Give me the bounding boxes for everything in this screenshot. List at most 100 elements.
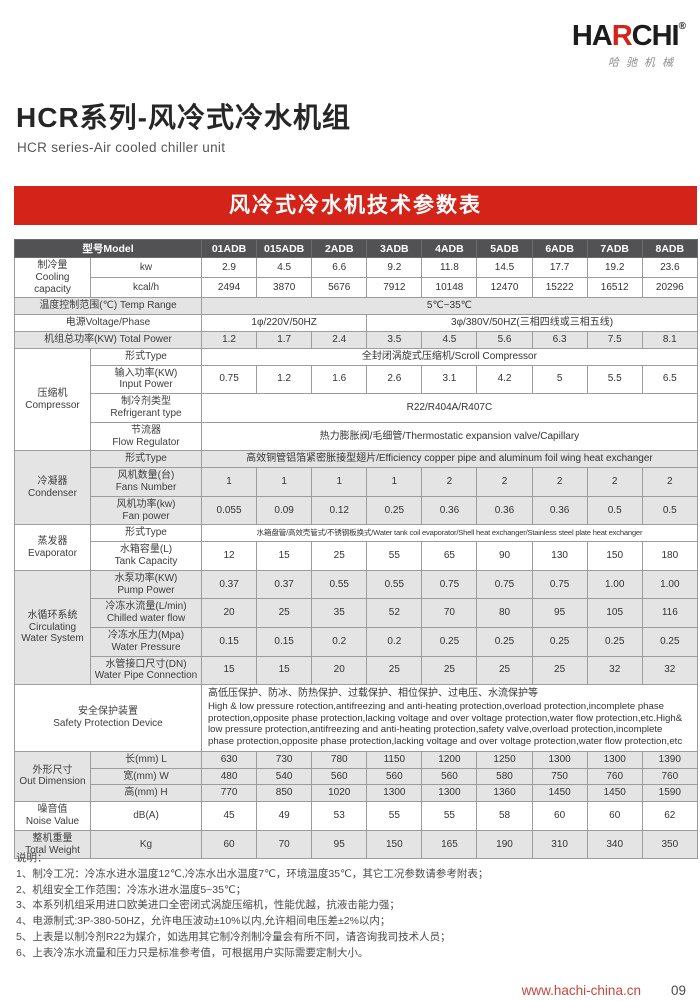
table-row: 温度控制范围(℃) Temp Range 5℃~35℃ bbox=[14, 297, 698, 316]
row-label: 温度控制范围(℃) Temp Range bbox=[14, 297, 202, 316]
row-label: 制冷量 Cooling capacity bbox=[14, 256, 91, 299]
value-cell: 49 bbox=[256, 801, 313, 831]
value-cell: 高效铜管铝箔紧密胀接型翅片/Efficiency copper pipe and… bbox=[201, 450, 698, 469]
value-cell: 1.6 bbox=[311, 364, 368, 395]
note-item: 2、机组安全工作范围：冷冻水进水温度5~35℃； bbox=[16, 883, 247, 896]
logo-text-post: CHI bbox=[631, 20, 680, 52]
row-sublabel: kcal/h bbox=[90, 277, 202, 299]
value-cell: 23.6 bbox=[641, 256, 698, 279]
model-column-header: 015ADB bbox=[256, 239, 313, 258]
value-cell: 0.25 bbox=[476, 626, 533, 657]
value-cell: 2 bbox=[586, 467, 643, 497]
value-cell: 70 bbox=[256, 829, 313, 860]
value-cell: 60 bbox=[200, 829, 258, 860]
value-cell: 1.2 bbox=[200, 330, 258, 349]
row-sublabel: 形式Type bbox=[90, 524, 202, 543]
table-row: 冷凝器 Condenser 形式Type 高效铜管铝箔紧密胀接型翅片/Efficien… bbox=[14, 450, 698, 526]
table-row: 节流器 Flow Regulator 热力膨胀阀/毛细管/Thermostatic … bbox=[15, 421, 698, 452]
value-cell: 25 bbox=[476, 655, 533, 686]
spec-table-body: 制冷量 Cooling capacity kw 2.9 4.5 6.6 9.2 11.8 14.… bbox=[14, 256, 698, 860]
row-sublabel: 制冷剂类型 Refrigerant type bbox=[90, 393, 202, 423]
model-column-header: 7ADB bbox=[586, 239, 643, 258]
value-cell: 760 bbox=[586, 767, 643, 786]
row-sublabel: 形式Type bbox=[90, 347, 202, 366]
value-cell: 1390 bbox=[641, 750, 698, 769]
model-header-label: 型号Model bbox=[14, 239, 202, 258]
row-sublabel: 节流器 Flow Regulator bbox=[90, 421, 202, 452]
value-cell: 1360 bbox=[476, 784, 533, 803]
value-cell: 560 bbox=[311, 767, 368, 786]
registered-mark-icon: ® bbox=[678, 21, 686, 32]
table-row: 高(mm) H 770 850 1020 1300 1300 1360 1450 1450 159… bbox=[15, 784, 698, 803]
table-row: 整机重量 Total Weight Kg 60 70 95 150 165 190 310 340 3… bbox=[14, 829, 698, 860]
value-cell: 0.2 bbox=[311, 626, 368, 657]
table-row: 水管接口尺寸(DN) Water Pipe Connection 15 15 20 25 2… bbox=[15, 655, 698, 686]
row-sublabel: kw bbox=[90, 256, 202, 279]
row-label: 整机重量 Total Weight bbox=[14, 829, 91, 860]
value-cell: 2.4 bbox=[311, 330, 368, 349]
value-cell: 25 bbox=[311, 541, 368, 571]
value-cell: 90 bbox=[476, 541, 533, 571]
value-cell: 0.37 bbox=[200, 569, 258, 600]
section-banner: 风冷式冷水机技术参数表 bbox=[14, 186, 697, 225]
value-cell: 12470 bbox=[476, 277, 533, 299]
value-cell: 12 bbox=[200, 541, 258, 571]
row-sublabel: 风机功率(kw) Fan power bbox=[90, 495, 202, 526]
table-row: 水循环系统 Circulating Water System 水泵功率(KW) Pump… bbox=[14, 569, 698, 686]
value-cell: 2494 bbox=[200, 277, 258, 299]
value-cell: 560 bbox=[421, 767, 478, 786]
value-cell: 0.36 bbox=[421, 495, 478, 526]
value-cell: 850 bbox=[256, 784, 313, 803]
harchi-logo: HARCHI® bbox=[572, 22, 686, 51]
value-cell: 1300 bbox=[366, 784, 423, 803]
value-cell: 190 bbox=[476, 829, 533, 860]
value-cell: 1250 bbox=[476, 750, 533, 769]
value-cell: 1450 bbox=[586, 784, 643, 803]
spec-table: 型号Model 01ADB 015ADB 2ADB 3ADB 4ADB 5ADB 6ADB 7… bbox=[14, 239, 698, 860]
value-cell: 0.37 bbox=[256, 569, 313, 600]
value-cell: 0.25 bbox=[586, 626, 643, 657]
value-cell: 0.15 bbox=[200, 626, 258, 657]
row-label: 电源Voltage/Phase bbox=[14, 314, 202, 332]
value-cell: 130 bbox=[531, 541, 588, 571]
value-cell: 760 bbox=[641, 767, 698, 786]
note-item: 3、本系列机组采用进口欧美进口全密闭式涡旋压缩机，性能优越，抗液击能力强； bbox=[16, 899, 400, 912]
table-row: 压缩机 Compressor 形式Type 全封闭涡旋式压缩机/Scroll Comp… bbox=[14, 347, 698, 452]
table-row: 制冷量 Cooling capacity kw 2.9 4.5 6.6 9.2 11.8 14.… bbox=[14, 256, 698, 299]
value-cell: 17.7 bbox=[531, 256, 588, 279]
value-cell: 95 bbox=[531, 598, 588, 628]
value-cell: 25 bbox=[366, 655, 423, 686]
page-footer: www.hachi-china.cn 09 bbox=[522, 983, 686, 998]
value-cell: 0.2 bbox=[366, 626, 423, 657]
row-sublabel: 水管接口尺寸(DN) Water Pipe Connection bbox=[90, 655, 202, 686]
logo-accent-letter: R bbox=[611, 20, 633, 52]
website-link[interactable]: www.hachi-china.cn bbox=[521, 983, 641, 998]
row-label: 机组总功率(KW) Total Power bbox=[14, 330, 202, 349]
row-label: 压缩机 Compressor bbox=[14, 347, 91, 452]
brand-block: HARCHI® 哈驰机械 bbox=[572, 22, 686, 70]
value-cell: 1 bbox=[311, 467, 368, 497]
value-cell: 1 bbox=[366, 467, 423, 497]
brand-tagline: 哈驰机械 bbox=[608, 57, 680, 69]
table-row: 冷冻水流量(L/min) Chilled water flow 20 25 35 52 70… bbox=[15, 598, 698, 628]
value-cell: 6.5 bbox=[641, 364, 698, 395]
table-row: 输入功率(KW) Input Power 0.75 1.2 1.6 2.6 3.1 4.2 5 5… bbox=[15, 364, 698, 395]
row-label: 噪音值 Noise Value bbox=[14, 801, 91, 831]
value-cell: 16512 bbox=[586, 277, 643, 299]
value-cell: 45 bbox=[200, 801, 258, 831]
value-cell: 20 bbox=[311, 655, 368, 686]
value-cell: 750 bbox=[531, 767, 588, 786]
value-cell: 全封闭涡旋式压缩机/Scroll Compressor bbox=[201, 347, 698, 366]
value-cell: 5.6 bbox=[476, 330, 533, 349]
value-cell: 0.55 bbox=[311, 569, 368, 600]
value-cell: 高低压保护、防冰、防热保护、过载保护、相位保护、过电压、水流保护等 High & … bbox=[201, 684, 698, 752]
value-cell: 8.1 bbox=[641, 330, 698, 349]
value-cell: 5℃~35℃ bbox=[201, 297, 698, 316]
value-cell: 58 bbox=[476, 801, 533, 831]
row-label: 外形尺寸 Out Dimension bbox=[14, 750, 91, 803]
row-label: 冷凝器 Condenser bbox=[14, 450, 91, 526]
value-cell: 0.25 bbox=[421, 626, 478, 657]
value-cell: 1150 bbox=[366, 750, 423, 769]
value-cell: 2 bbox=[421, 467, 478, 497]
table-row: 安全保护装置 Safety Protection Device 高低压保护、防冰、防… bbox=[14, 684, 698, 752]
